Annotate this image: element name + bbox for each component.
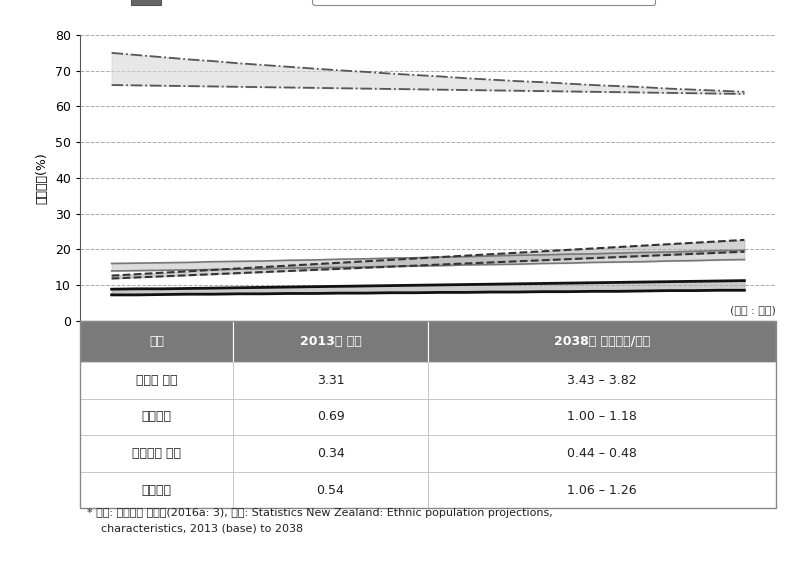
Text: (단위 : 백만): (단위 : 백만) xyxy=(730,305,776,315)
Legend: 유럽인 기타(뉴질랜드인), 마오리족, 아시아인, 태평양섬주민: 유럽인 기타(뉴질랜드인), 마오리족, 아시아인, 태평양섬주민 xyxy=(313,0,655,5)
Text: 0.54: 0.54 xyxy=(317,484,345,496)
Text: 3.43 – 3.82: 3.43 – 3.82 xyxy=(567,374,637,387)
Y-axis label: 인구비율(%): 인구비율(%) xyxy=(35,152,48,204)
Bar xyxy=(80,435,233,472)
Bar xyxy=(80,398,233,435)
Bar xyxy=(80,472,233,509)
Text: 0.44 – 0.48: 0.44 – 0.48 xyxy=(567,447,637,460)
Bar xyxy=(428,435,776,472)
Bar xyxy=(428,398,776,435)
Text: 태평양섬 주민: 태평양섬 주민 xyxy=(132,447,181,460)
Bar xyxy=(233,435,428,472)
Bar xyxy=(233,472,428,509)
Text: * 출처: 뉴질랜드 보건부(2016a: 3), 자료: Statistics New Zealand: Ethnic population projecti: * 출처: 뉴질랜드 보건부(2016a: 3), 자료: Statistics… xyxy=(87,509,553,533)
Bar xyxy=(80,321,233,362)
Text: 아시아인: 아시아인 xyxy=(142,484,171,496)
Text: 2038년 인구계획/목표: 2038년 인구계획/목표 xyxy=(554,335,650,347)
Text: 1.00 – 1.18: 1.00 – 1.18 xyxy=(567,411,637,423)
Text: 0.34: 0.34 xyxy=(317,447,345,460)
Text: 마오리족: 마오리족 xyxy=(142,411,171,423)
Text: 2013년 인구: 2013년 인구 xyxy=(300,335,362,347)
Bar xyxy=(428,362,776,398)
Text: 3.31: 3.31 xyxy=(317,374,344,387)
Bar xyxy=(80,362,233,398)
Text: 0.69: 0.69 xyxy=(317,411,345,423)
X-axis label: 년수: 년수 xyxy=(420,348,436,362)
Text: 1.06 – 1.26: 1.06 – 1.26 xyxy=(567,484,637,496)
Text: 유럽인 기타: 유럽인 기타 xyxy=(136,374,178,387)
Bar xyxy=(428,472,776,509)
Bar xyxy=(233,398,428,435)
Bar xyxy=(233,362,428,398)
Bar xyxy=(428,321,776,362)
Bar xyxy=(233,321,428,362)
Text: 민족: 민족 xyxy=(149,335,164,347)
